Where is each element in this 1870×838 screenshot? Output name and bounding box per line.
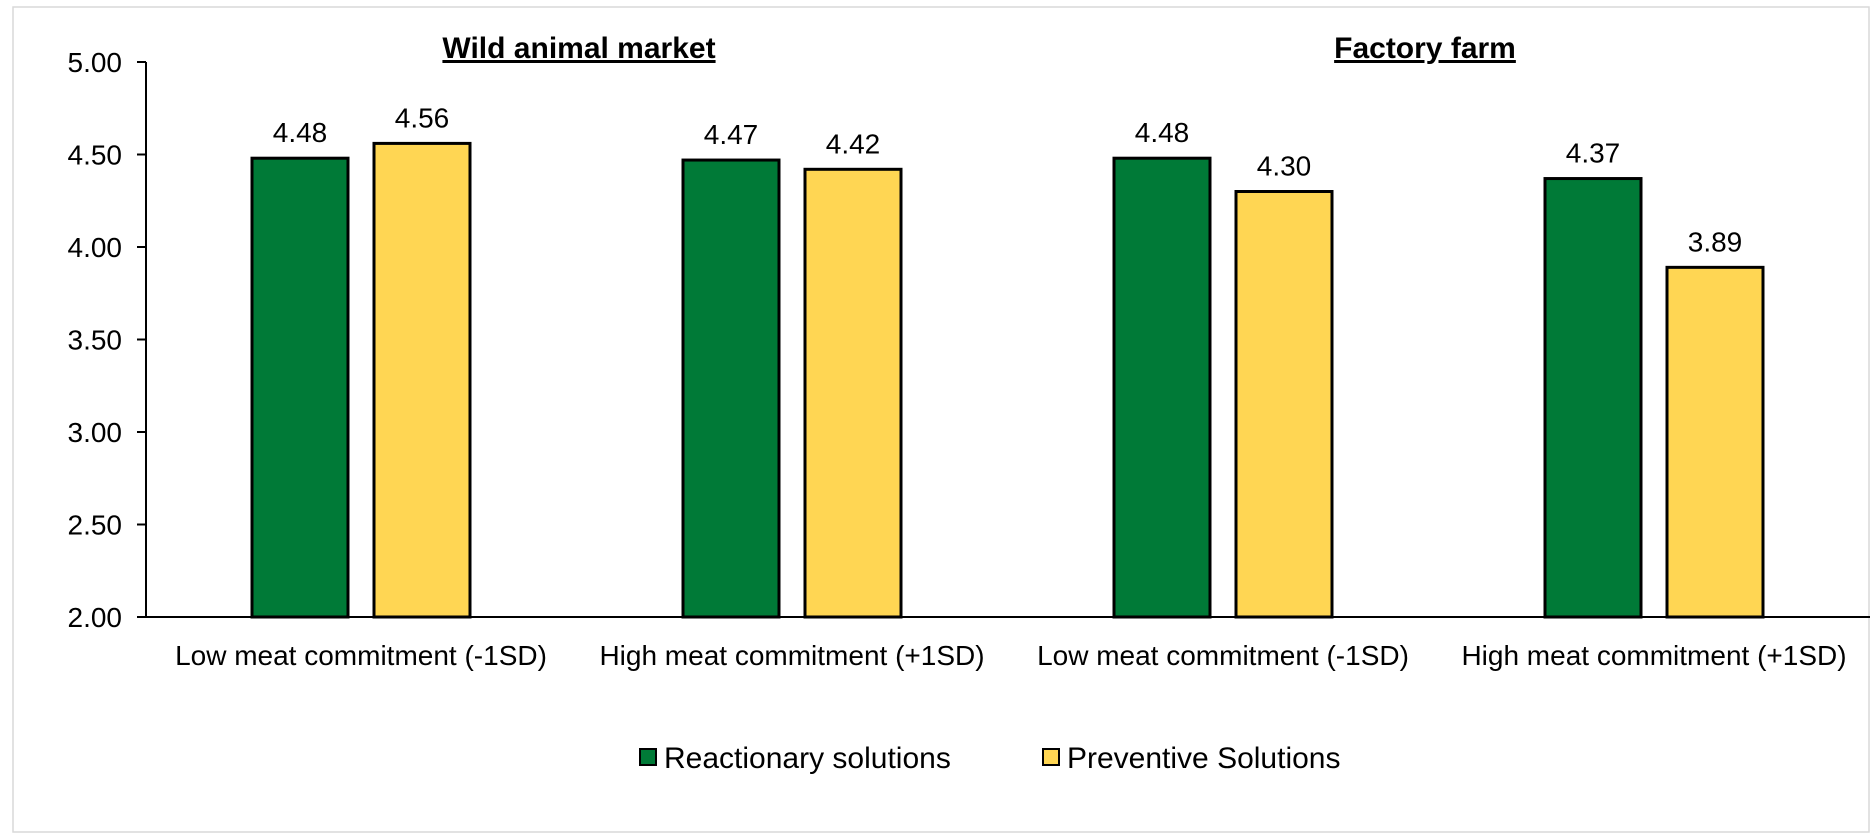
bar-value-label: 4.30 bbox=[1257, 151, 1312, 182]
y-tick-label: 5.00 bbox=[68, 47, 123, 78]
bar-value-label: 4.48 bbox=[1135, 117, 1190, 148]
legend-label: Preventive Solutions bbox=[1067, 742, 1341, 775]
bar-value-label: 4.37 bbox=[1566, 138, 1621, 169]
bar-value-label: 4.48 bbox=[273, 117, 328, 148]
y-tick-label: 4.50 bbox=[68, 140, 123, 171]
bar-reactionary bbox=[681, 158, 781, 619]
bar-value-label: 4.56 bbox=[395, 102, 450, 133]
x-tick-label: High meat commitment (+1SD) bbox=[1461, 640, 1846, 671]
legend: Reactionary solutions Preventive Solution… bbox=[639, 742, 1341, 775]
y-tick-label: 3.50 bbox=[68, 325, 123, 356]
x-axis: Low meat commitment (-1SD) High meat comm… bbox=[137, 616, 1870, 671]
x-tick-label: Low meat commitment (-1SD) bbox=[1037, 640, 1409, 671]
bars bbox=[250, 141, 1765, 619]
panel-title: Wild animal market bbox=[442, 32, 715, 65]
panel-title: Factory farm bbox=[1334, 32, 1516, 65]
legend-swatch bbox=[1042, 748, 1060, 766]
y-tick-label: 4.00 bbox=[68, 232, 123, 263]
bar-preventive bbox=[1234, 190, 1334, 619]
bar-data-labels: 4.48 4.56 4.47 4.42 4.48 4.30 4.37 3.89 bbox=[273, 102, 1743, 257]
legend-label: Reactionary solutions bbox=[664, 742, 951, 775]
bar-preventive bbox=[1665, 265, 1765, 619]
y-axis: 2.00 2.50 3.00 3.50 4.00 4.50 5.00 bbox=[68, 47, 147, 633]
y-tick-label: 2.00 bbox=[68, 602, 123, 633]
x-tick-label: High meat commitment (+1SD) bbox=[599, 640, 984, 671]
bar-preventive bbox=[803, 167, 903, 619]
bar-value-label: 3.89 bbox=[1688, 226, 1743, 257]
bar-reactionary bbox=[1543, 177, 1643, 619]
bar-preventive bbox=[372, 141, 472, 619]
y-tick-label: 2.50 bbox=[68, 510, 123, 541]
bar-value-label: 4.42 bbox=[826, 128, 881, 159]
panel-titles: Wild animal market Factory farm bbox=[442, 32, 1515, 65]
legend-swatch bbox=[639, 748, 657, 766]
bar-reactionary bbox=[250, 156, 350, 619]
x-tick-label: Low meat commitment (-1SD) bbox=[175, 640, 547, 671]
y-tick-label: 3.00 bbox=[68, 417, 123, 448]
bar-reactionary bbox=[1112, 156, 1212, 619]
bar-value-label: 4.47 bbox=[704, 119, 759, 150]
